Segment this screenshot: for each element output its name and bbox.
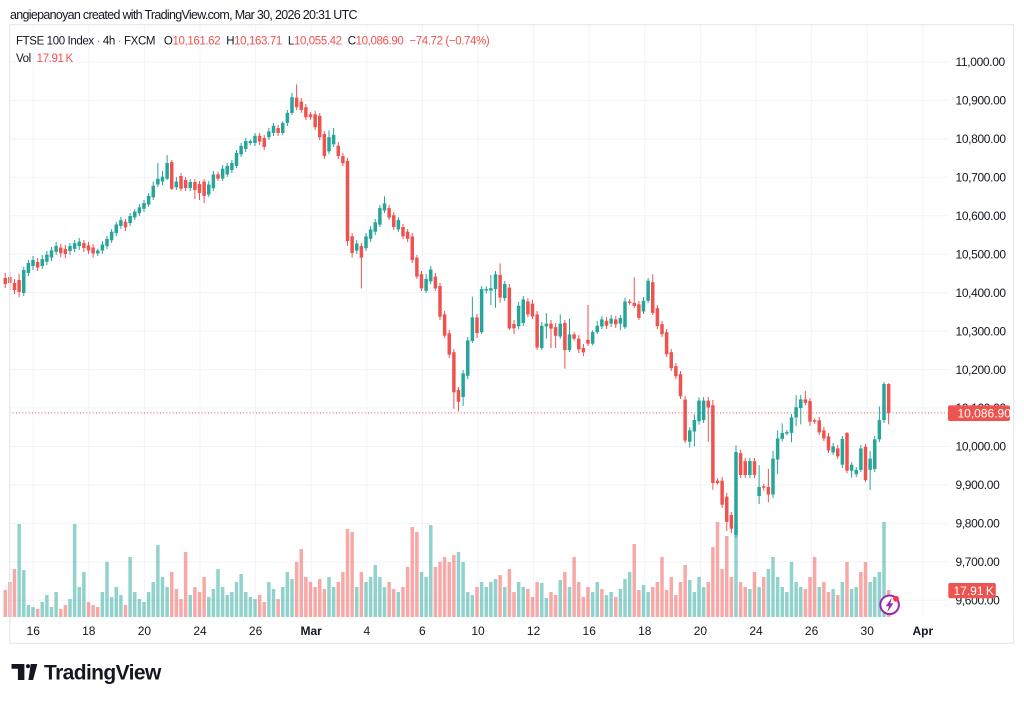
svg-text:Vol 17.91 K: Vol 17.91 K <box>16 53 73 65</box>
svg-text:24: 24 <box>193 624 207 638</box>
svg-text:12: 12 <box>527 624 541 638</box>
svg-text:18: 18 <box>82 624 96 638</box>
svg-text:20: 20 <box>138 624 152 638</box>
svg-text:10,200.00: 10,200.00 <box>956 363 1007 377</box>
svg-text:10,700.00: 10,700.00 <box>956 171 1007 185</box>
svg-text:TradingView: TradingView <box>44 662 162 685</box>
svg-text:20: 20 <box>694 624 708 638</box>
svg-text:9,800.00: 9,800.00 <box>956 517 1001 531</box>
svg-text:10,900.00: 10,900.00 <box>956 94 1007 108</box>
svg-text:24: 24 <box>749 624 763 638</box>
svg-text:9,900.00: 9,900.00 <box>956 478 1001 492</box>
svg-text:10,500.00: 10,500.00 <box>956 247 1007 261</box>
svg-text:FTSE 100 Index · 4h · FXCM O1: FTSE 100 Index · 4h · FXCM O10,161.62 H10… <box>16 36 490 48</box>
svg-text:10,000.00: 10,000.00 <box>956 440 1007 454</box>
svg-text:10,600.00: 10,600.00 <box>956 209 1007 223</box>
svg-text:16: 16 <box>583 624 597 638</box>
svg-text:30: 30 <box>861 624 875 638</box>
svg-text:26: 26 <box>249 624 263 638</box>
svg-text:26: 26 <box>805 624 819 638</box>
svg-text:4: 4 <box>363 624 370 638</box>
svg-text:6: 6 <box>419 624 426 638</box>
svg-text:10,800.00: 10,800.00 <box>956 132 1007 146</box>
svg-text:18: 18 <box>638 624 652 638</box>
svg-text:10,086.90: 10,086.90 <box>958 406 1012 420</box>
svg-text:11,000.00: 11,000.00 <box>956 55 1006 69</box>
svg-text:Mar: Mar <box>301 624 323 638</box>
svg-text:Apr: Apr <box>912 624 933 638</box>
svg-text:9,700.00: 9,700.00 <box>956 555 1001 569</box>
svg-text:17.91 K: 17.91 K <box>954 584 994 598</box>
svg-text:16: 16 <box>27 624 41 638</box>
svg-text:angiepanoyan created with Trad: angiepanoyan created with TradingView.co… <box>10 8 358 22</box>
svg-text:10,300.00: 10,300.00 <box>956 324 1007 338</box>
svg-text:10: 10 <box>471 624 485 638</box>
svg-text:10,400.00: 10,400.00 <box>956 286 1007 300</box>
